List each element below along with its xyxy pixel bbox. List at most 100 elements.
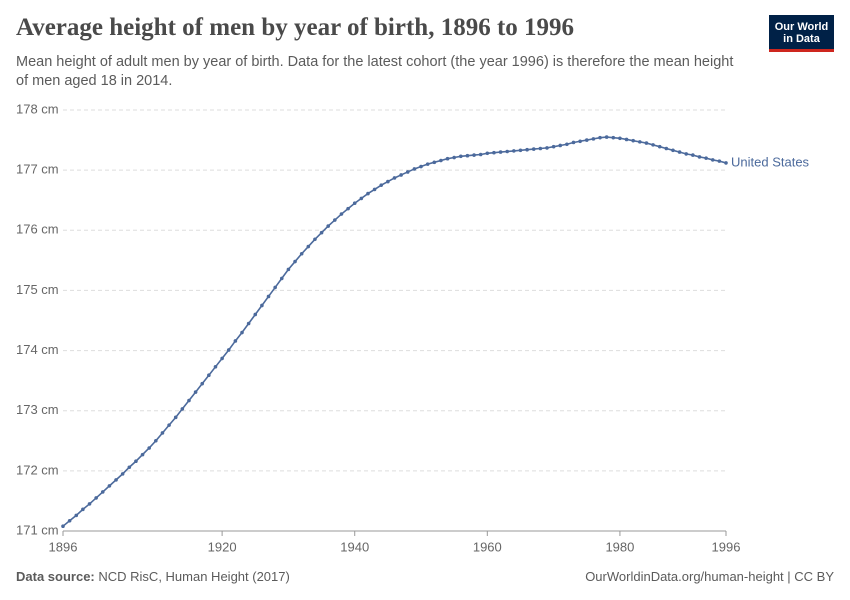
- data-point: [584, 138, 589, 142]
- y-tick-label: 178 cm: [16, 101, 59, 116]
- data-point: [472, 153, 476, 157]
- data-point: [551, 144, 556, 149]
- data-point: [193, 390, 198, 394]
- data-point: [432, 160, 437, 165]
- data-point: [319, 230, 324, 235]
- data-point: [478, 152, 483, 157]
- data-point: [366, 191, 370, 196]
- source-url[interactable]: OurWorldinData.org/human-height | CC BY: [585, 569, 834, 584]
- data-point: [187, 398, 191, 403]
- logo-bar: [769, 49, 834, 52]
- data-point: [100, 490, 105, 494]
- data-point: [226, 348, 231, 352]
- data-point: [644, 141, 649, 145]
- data-point: [220, 356, 224, 361]
- x-tick-label: 1920: [208, 539, 237, 554]
- data-point: [233, 339, 238, 343]
- data-point: [87, 502, 92, 506]
- series-label: United States: [731, 154, 810, 169]
- data-point: [333, 218, 337, 222]
- x-tick-label: 1980: [605, 539, 634, 554]
- data-point: [545, 146, 549, 150]
- data-point: [611, 135, 616, 140]
- data-point: [465, 153, 470, 158]
- chart-subtitle: Mean height of adult men by year of birt…: [16, 54, 734, 89]
- data-point: [213, 365, 218, 369]
- logo-text: Our World: [775, 21, 829, 33]
- data-point: [246, 321, 251, 326]
- data-point: [624, 137, 629, 142]
- data-point: [671, 148, 675, 153]
- data-point: [167, 423, 171, 427]
- logo[interactable]: Our World in Data: [769, 15, 834, 52]
- source: NCD RisC, Human Height (2017): [98, 569, 290, 584]
- source-note: Data source: NCD RisC, Human Height (201…: [16, 569, 290, 584]
- chart-title: Average height of men by year of birth, …: [16, 14, 575, 41]
- data-point: [717, 159, 722, 163]
- data-point: [386, 179, 390, 184]
- data-point: [173, 415, 178, 420]
- data-point: [578, 139, 582, 144]
- data-point: [293, 259, 297, 264]
- y-tick-label: 171 cm: [16, 522, 59, 537]
- y-tick-label: 177 cm: [16, 162, 59, 177]
- data-point: [154, 438, 158, 443]
- data-point: [127, 465, 132, 470]
- logo-text: in Data: [783, 33, 821, 45]
- data-point: [200, 381, 205, 386]
- data-point: [94, 496, 98, 500]
- data-point: [525, 147, 529, 152]
- x-tick-label: 1940: [340, 539, 369, 554]
- data-line: [62, 136, 727, 527]
- data-point: [140, 452, 145, 457]
- x-tick-label: 1960: [473, 539, 502, 554]
- data-point: [419, 164, 423, 169]
- data-point: [459, 154, 463, 159]
- data-point: [359, 196, 364, 201]
- y-tick-label: 173 cm: [16, 402, 59, 417]
- data-point: [405, 170, 410, 174]
- data-point: [286, 267, 291, 272]
- data-point: [697, 155, 702, 159]
- data-point: [240, 330, 244, 335]
- data-point: [67, 518, 72, 523]
- data-point: [120, 472, 125, 476]
- data-point: [74, 513, 79, 518]
- x-tick-label: 1896: [49, 539, 78, 554]
- data-point: [392, 176, 397, 180]
- data-point: [631, 138, 635, 143]
- data-point: [412, 167, 417, 171]
- data-point: [306, 244, 311, 249]
- data-point: [704, 156, 708, 160]
- data-point: [260, 303, 264, 308]
- data-point: [452, 155, 456, 160]
- x-tick-label: 1996: [712, 539, 741, 554]
- data-point: [518, 148, 523, 153]
- data-point: [107, 484, 112, 488]
- data-point: [618, 136, 622, 141]
- data-point: [399, 173, 403, 177]
- y-tick-label: 175 cm: [16, 282, 59, 297]
- data-point: [677, 150, 682, 154]
- data-point: [651, 143, 655, 147]
- data-point: [299, 251, 304, 256]
- data-point: [346, 206, 350, 211]
- data-point: [439, 158, 443, 163]
- data-point: [273, 285, 277, 290]
- data-point: [604, 135, 609, 139]
- data-point: [326, 224, 331, 228]
- data-point: [498, 150, 503, 154]
- data-point: [565, 142, 569, 147]
- data-point: [591, 137, 596, 141]
- data-point: [531, 147, 536, 151]
- data-point: [691, 153, 695, 157]
- data-point: [558, 143, 563, 148]
- data-point: [134, 459, 138, 464]
- data-point: [266, 294, 271, 299]
- data-point: [160, 431, 165, 435]
- data-point: [180, 407, 185, 411]
- data-point: [657, 144, 662, 149]
- data-point: [379, 183, 384, 187]
